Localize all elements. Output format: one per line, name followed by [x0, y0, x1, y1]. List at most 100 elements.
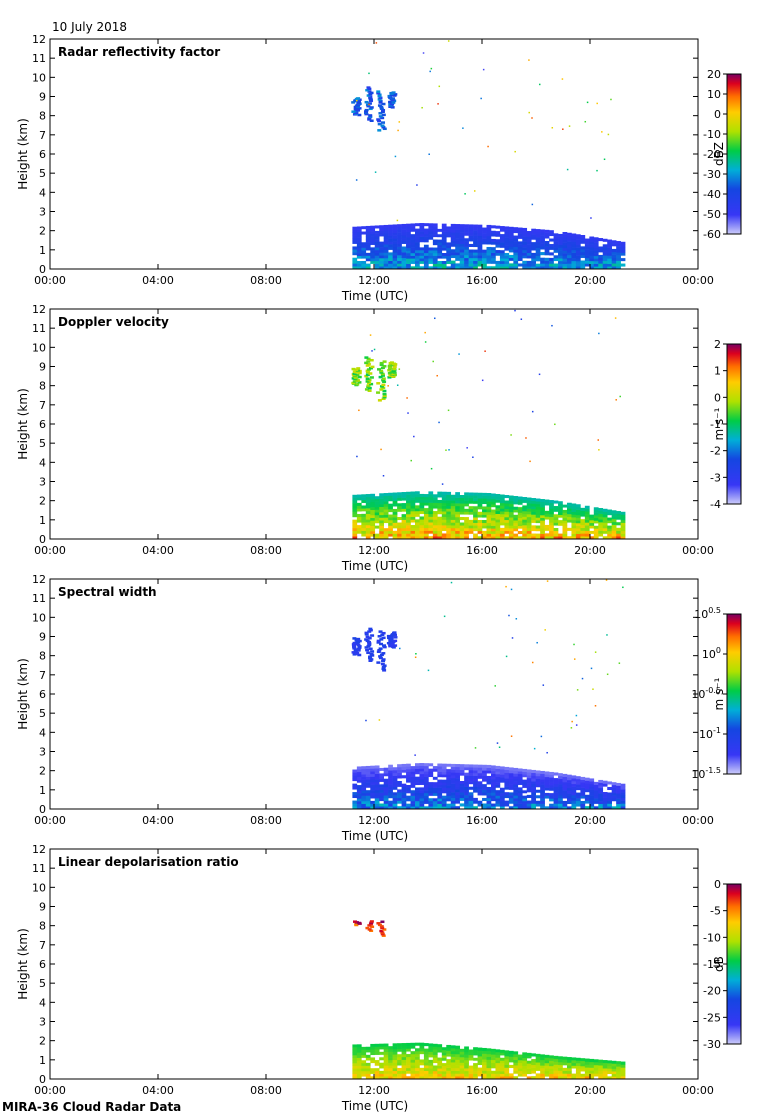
echo-cell: [526, 794, 532, 798]
echo-cell: [499, 255, 505, 259]
echo-cell: [365, 266, 371, 269]
echo-cell: [598, 527, 604, 531]
echo-cell: [459, 235, 465, 239]
cloud-cell: [366, 94, 371, 97]
echo-cell: [383, 797, 389, 802]
echo-cell: [593, 1059, 599, 1063]
echo-cell: [473, 1068, 478, 1072]
echo-cell: [513, 252, 519, 256]
cloud-cell: [381, 108, 386, 112]
echo-cell: [593, 1062, 599, 1066]
echo-cell: [580, 266, 586, 269]
echo-cell: [602, 258, 608, 262]
echo-cell: [406, 226, 411, 230]
echo-cell: [441, 516, 447, 520]
echo-cell: [620, 522, 626, 526]
noise-point: [528, 111, 530, 114]
echo-cell: [598, 254, 604, 259]
echo-cell: [370, 1076, 376, 1079]
echo-cell: [531, 778, 536, 782]
echo-cell: [575, 509, 581, 513]
echo-cell: [446, 234, 452, 238]
echo-cell: [419, 779, 425, 783]
echo-cell: [419, 250, 425, 254]
echo-cell: [477, 525, 483, 529]
echo-cell: [526, 255, 532, 259]
echo-cell: [558, 250, 563, 254]
echo-cell: [370, 1060, 376, 1064]
echo-cell: [589, 800, 595, 804]
echo-cell: [356, 771, 362, 775]
y-tick-label: 7: [39, 129, 46, 142]
echo-cell: [580, 235, 586, 239]
echo-cell: [441, 1049, 447, 1053]
noise-point: [394, 155, 397, 158]
echo-cell: [522, 771, 528, 775]
cloud-cell: [357, 645, 362, 648]
echo-cell: [620, 525, 626, 529]
echo-cell: [513, 263, 519, 267]
echo-cell: [562, 784, 568, 788]
echo-cell: [401, 229, 407, 233]
echo-cell: [468, 511, 474, 515]
echo-cell: [589, 806, 595, 809]
echo-cell: [531, 263, 536, 267]
echo-cell: [495, 790, 501, 794]
echo-cell: [508, 263, 514, 267]
cloud-cell: [366, 104, 371, 108]
echo-cell: [499, 260, 505, 264]
echo-cell: [352, 1049, 358, 1053]
echo-cell: [522, 238, 528, 242]
echo-cell: [531, 783, 536, 787]
echo-cell: [482, 806, 487, 809]
cloud-cell: [363, 111, 368, 115]
echo-cell: [522, 497, 528, 501]
echo-cell: [370, 765, 376, 769]
echo-cell: [495, 244, 501, 248]
echo-cell: [544, 241, 550, 245]
echo-cell: [526, 250, 532, 254]
echo-cell: [419, 524, 425, 529]
echo-cell: [374, 266, 380, 269]
echo-cell: [365, 795, 371, 799]
cloud-cell: [380, 662, 385, 666]
echo-cell: [616, 1071, 621, 1075]
echo-cell: [401, 1054, 407, 1058]
echo-cell: [414, 790, 420, 794]
echo-cell: [598, 249, 604, 253]
echo-cell: [549, 782, 554, 786]
echo-cell: [571, 503, 577, 507]
echo-cell: [392, 1054, 398, 1058]
echo-cell: [549, 1065, 554, 1069]
echo-cell: [490, 768, 496, 772]
echo-cell: [361, 806, 367, 809]
echo-cell: [464, 775, 469, 779]
echo-cell: [611, 784, 617, 788]
colorbar-tick-label: 0: [714, 391, 721, 404]
colorbar-tick-label: -20: [703, 148, 721, 161]
echo-cell: [549, 244, 554, 248]
echo-cell: [620, 249, 626, 253]
cloud-cell: [379, 388, 384, 391]
echo-cell: [531, 533, 536, 537]
echo-cell: [584, 508, 590, 512]
echo-cell: [370, 241, 376, 245]
echo-cell: [540, 520, 545, 524]
echo-cell: [432, 798, 438, 802]
echo-cell: [370, 806, 376, 809]
echo-cell: [499, 777, 505, 781]
echo-cell: [397, 506, 402, 510]
echo-cell: [508, 528, 514, 532]
echo-cell: [423, 1076, 429, 1079]
noise-point: [355, 179, 358, 181]
echo-cell: [406, 1067, 411, 1071]
echo-cell: [388, 255, 393, 259]
echo-cell: [356, 777, 362, 781]
echo-cell: [531, 508, 536, 512]
echo-cell: [459, 1048, 465, 1052]
echo-cell: [598, 519, 604, 523]
cloud-cell: [386, 634, 391, 638]
echo-cell: [508, 795, 514, 799]
echo-cell: [419, 502, 425, 506]
echo-cell: [553, 247, 559, 251]
